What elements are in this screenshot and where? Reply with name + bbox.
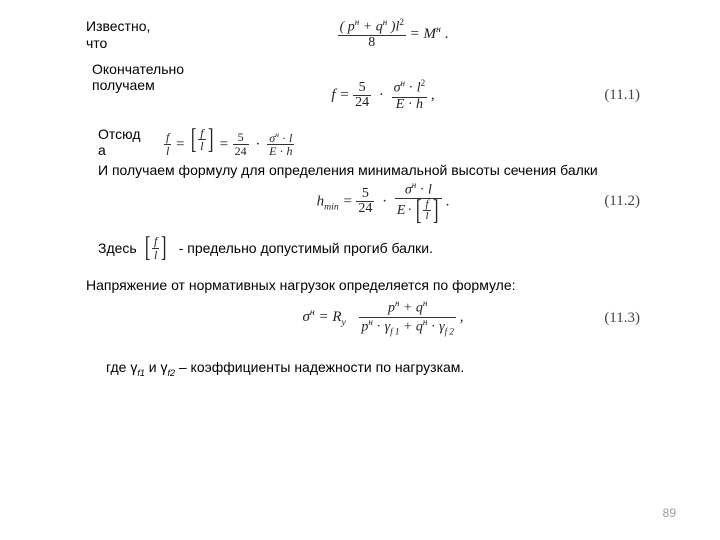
equation-ratio: fl = [ fl ] = 524 · σн · l E · h (164, 127, 294, 158)
equation-11-2: hmin = 524 · σн · l E · [ fl ] . (317, 181, 450, 223)
equation-11-3: σн = Ry pн + qн pн · γf 1 + qн · γf 2 , (303, 299, 464, 336)
label-here: Здесь (98, 240, 137, 256)
equation-11-1: f = 524 · σн · l2 E · h , (331, 79, 434, 112)
label-limit-deflection: - предельно допустимый прогиб балки. (179, 240, 433, 256)
label-hence-1: Отсюд (98, 126, 158, 142)
label-final-1: Окончательно (92, 61, 680, 77)
eq-number-11-3: (11.3) (604, 310, 640, 327)
label-gamma-note: где γf1 и γf2 – коэффициенты надежности … (106, 359, 680, 378)
label-known-1: Известно, (86, 18, 166, 34)
eq-number-11-1: (11.1) (604, 87, 640, 104)
eq-number-11-2: (11.2) (604, 193, 640, 210)
symbol-f-over-l: [ fl ] (143, 235, 169, 261)
label-derive: И получаем формулу для определения миним… (98, 162, 680, 178)
label-hence-2: а (98, 142, 158, 158)
equation-moment: ( pн + qн )l2 8 = Mн . (338, 18, 449, 51)
page-number: 89 (663, 506, 676, 520)
label-stress-intro: Напряжение от нормативных нагрузок опред… (86, 277, 680, 293)
label-known-2: что (86, 35, 166, 51)
